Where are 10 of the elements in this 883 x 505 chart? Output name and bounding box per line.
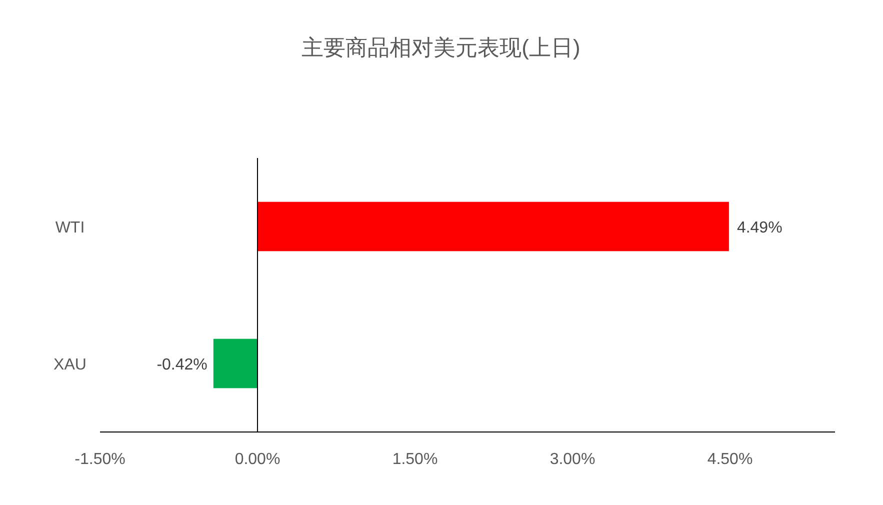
x-tick-label: 4.50% — [707, 451, 753, 468]
data-label: -0.42% — [156, 356, 208, 374]
x-tick-label: 1.50% — [392, 451, 438, 468]
x-tick-label: 0.00% — [234, 451, 280, 468]
data-label: 4.49% — [736, 220, 782, 236]
x-tick-label: -1.50% — [74, 451, 126, 468]
title: 主要商品相对美元表现(上日) — [302, 35, 580, 60]
x-tick-label: 3.00% — [550, 451, 596, 468]
y-tick-label: XAU — [54, 356, 86, 374]
y-tick-label: WTI — [55, 220, 85, 236]
